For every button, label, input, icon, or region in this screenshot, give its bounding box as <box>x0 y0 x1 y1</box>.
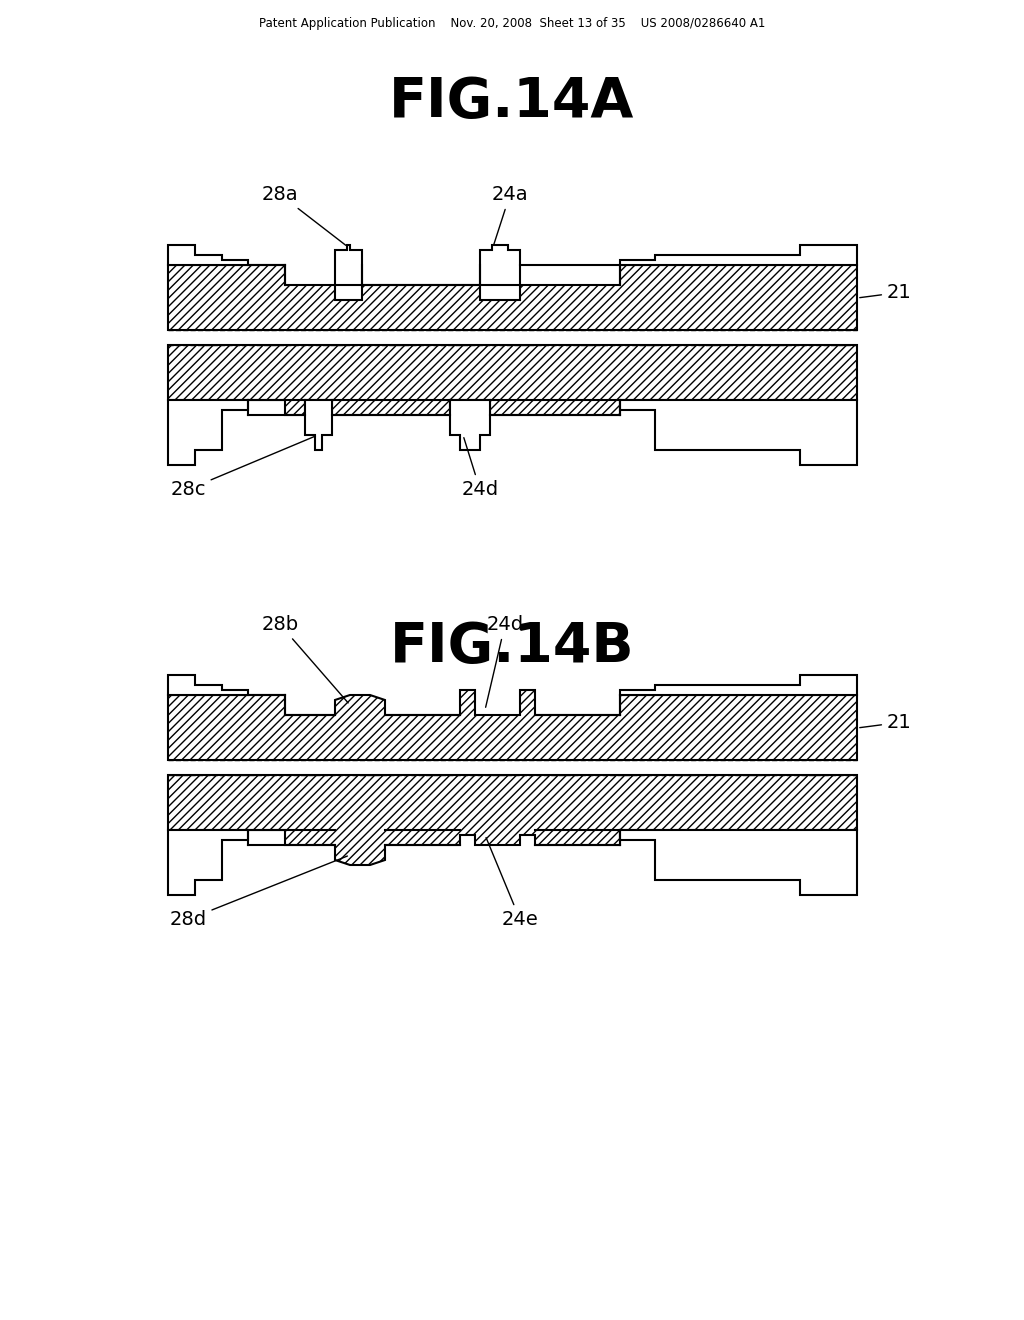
Polygon shape <box>305 400 332 450</box>
Polygon shape <box>168 830 248 895</box>
Text: 28c: 28c <box>170 436 315 499</box>
Polygon shape <box>620 830 857 895</box>
Polygon shape <box>168 690 857 760</box>
Text: 24d: 24d <box>462 438 499 499</box>
Polygon shape <box>168 246 248 265</box>
Polygon shape <box>168 675 248 696</box>
Text: 28a: 28a <box>262 185 346 246</box>
Text: 21: 21 <box>860 713 911 733</box>
Text: 28d: 28d <box>169 857 347 929</box>
Text: Patent Application Publication    Nov. 20, 2008  Sheet 13 of 35    US 2008/02866: Patent Application Publication Nov. 20, … <box>259 17 765 30</box>
Text: FIG.14B: FIG.14B <box>390 620 634 675</box>
Polygon shape <box>620 246 857 265</box>
Text: 24a: 24a <box>492 185 528 244</box>
Polygon shape <box>480 246 520 285</box>
Polygon shape <box>168 400 248 465</box>
Text: 24d: 24d <box>485 615 523 708</box>
Polygon shape <box>335 246 362 285</box>
Text: 24e: 24e <box>486 838 539 929</box>
Polygon shape <box>620 675 857 696</box>
Polygon shape <box>168 265 857 330</box>
Text: FIG.14A: FIG.14A <box>389 75 635 129</box>
Polygon shape <box>620 400 857 465</box>
Polygon shape <box>168 345 857 414</box>
Polygon shape <box>450 400 490 450</box>
Text: 21: 21 <box>860 282 911 302</box>
Text: 28b: 28b <box>261 615 348 704</box>
Polygon shape <box>168 775 857 865</box>
